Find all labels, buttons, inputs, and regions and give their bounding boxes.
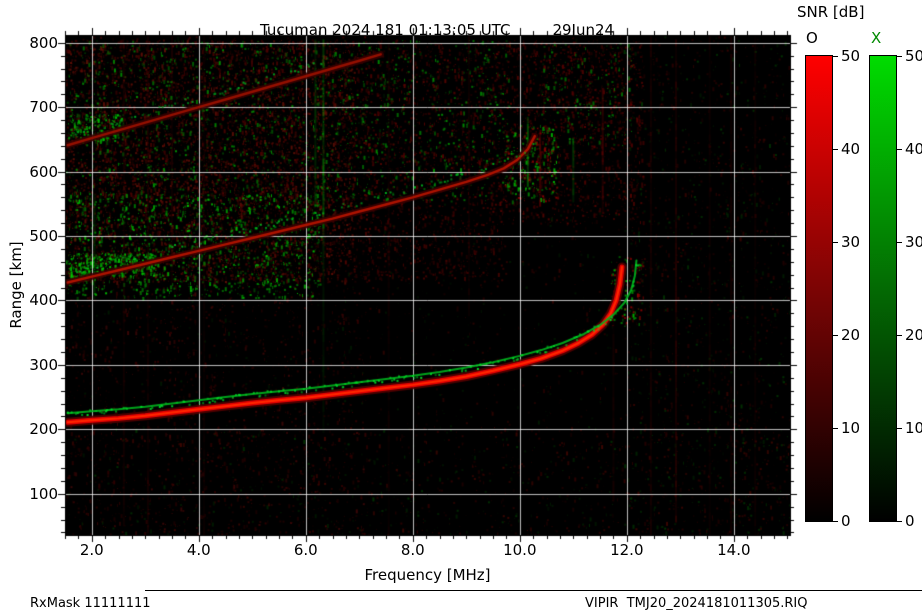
colorbar-tick-mark [897, 55, 902, 57]
colorbar-tick-label: 40 [905, 140, 922, 158]
colorbar-title: SNR [dB] [797, 3, 865, 21]
y-tick-label: 300 [29, 355, 58, 374]
x-tick-label: 4.0 [186, 541, 211, 559]
x-tick-label: 2.0 [79, 541, 104, 559]
colorbar-tick-mark [833, 427, 838, 429]
colorbar-tick-mark [833, 520, 838, 522]
y-axis-label: Range [km] [7, 241, 25, 329]
colorbar-o: 0 10 20 30 40 50 [805, 47, 860, 530]
colorbar-tick-label: 40 [841, 140, 861, 158]
colorbar-tick-label: 10 [905, 419, 922, 437]
x-tick-label: 14.0 [717, 541, 751, 559]
colorbar-tick-label: 30 [905, 233, 922, 251]
title-date: 29Jun24 [552, 21, 615, 39]
colorbar-tick-mark [897, 241, 902, 243]
colorbar-tick-label: 20 [905, 326, 922, 344]
colorbar-o-mode-label: O [806, 29, 818, 47]
x-tick-label: 6.0 [293, 541, 318, 559]
y-tick-label: 700 [29, 98, 58, 117]
colorbar-x: 0 10 20 30 40 50 [869, 47, 922, 530]
colorbar-tick-mark [897, 520, 902, 522]
y-tick-label: 800 [29, 33, 58, 52]
x-tick-label: 10.0 [503, 541, 537, 559]
rxmask-label: RxMask 11111111 [30, 596, 151, 611]
x-tick-label: 8.0 [400, 541, 425, 559]
colorbar-tick-label: 10 [841, 419, 861, 437]
y-tick-label: 500 [29, 227, 58, 246]
colorbar-tick-label: 30 [841, 233, 861, 251]
colorbar-tick-label: 20 [841, 326, 861, 344]
x-axis-label: Frequency [MHz] [364, 566, 491, 584]
colorbar-x-mode-label: X [871, 29, 882, 47]
colorbar-tick-label: 0 [905, 512, 915, 530]
colorbar-tick-mark [897, 334, 902, 336]
colorbar-tick-mark [833, 148, 838, 150]
chart-title: Tucuman 2024 181 01:13:05 UTC 29Jun24 [65, 3, 790, 57]
colorbar-tick-mark [897, 148, 902, 150]
x-tick-label: 12.0 [610, 541, 644, 559]
filename-label: VIPIR TMJ20_2024181011305.RIQ [585, 596, 808, 611]
y-tick-label: 100 [29, 484, 58, 503]
colorbar-tick-label: 0 [841, 512, 851, 530]
colorbar-tick-mark [833, 334, 838, 336]
colorbar-o-gradient [806, 56, 832, 521]
colorbar-tick-label: 50 [905, 47, 922, 65]
footer-divider [145, 590, 922, 591]
colorbar-tick-mark [833, 241, 838, 243]
y-tick-label: 400 [29, 291, 58, 310]
colorbar-tick-mark [897, 427, 902, 429]
y-tick-label: 200 [29, 420, 58, 439]
colorbar-tick-mark [833, 55, 838, 57]
y-tick-label: 600 [29, 162, 58, 181]
colorbar-tick-label: 50 [841, 47, 861, 65]
colorbar-x-gradient [870, 56, 896, 521]
title-datetime: Tucuman 2024 181 01:13:05 UTC [260, 21, 511, 39]
